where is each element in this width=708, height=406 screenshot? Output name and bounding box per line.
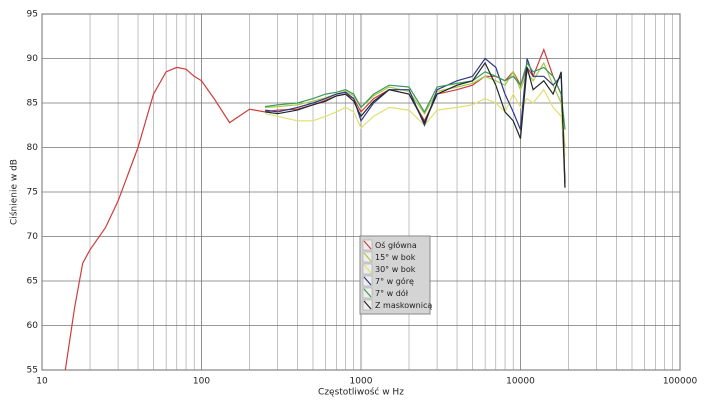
y-tick-label: 90 [27, 54, 39, 64]
x-axis-label: Częstotliwość w Hz [318, 387, 404, 398]
legend-line [363, 288, 372, 298]
y-tick-label: 60 [27, 321, 39, 331]
legend-label: 7° w górę [375, 276, 414, 286]
legend-label: Z maskownicą [375, 301, 432, 310]
x-tick-label: 1000 [350, 377, 373, 387]
y-tick-label: 85 [27, 99, 38, 109]
legend: Oś główna 15° w bok 30° w bok 7° w górę 7° w… [359, 235, 432, 315]
legend-line [363, 240, 372, 250]
y-axis-label: Ciśnienie w dB [9, 159, 20, 225]
legend-label: 7° w dół [375, 288, 409, 298]
y-tick-label: 65 [27, 277, 38, 287]
x-tick-label: 100000 [663, 377, 698, 387]
y-tick-label: 95 [27, 10, 38, 20]
legend-label: 30° w bok [375, 265, 416, 274]
y-tick-label: 80 [27, 143, 39, 153]
series-line [264, 88, 566, 157]
series-line [264, 57, 566, 184]
y-tick-label: 55 [27, 366, 38, 376]
legend-line [363, 300, 372, 310]
legend-label: Oś główna [375, 240, 417, 250]
y-tick-label: 70 [27, 232, 39, 242]
series-line [264, 61, 566, 130]
x-tick-label: 100 [193, 377, 210, 387]
legend-label: 15° w bok [375, 253, 416, 262]
legend-line [363, 252, 372, 262]
series-line [264, 61, 566, 188]
x-tick-label: 10 [36, 377, 48, 387]
x-tick-label: 10000 [506, 377, 535, 387]
y-tick-label: 75 [27, 188, 38, 198]
legend-line [363, 276, 372, 286]
legend-line [363, 264, 372, 274]
